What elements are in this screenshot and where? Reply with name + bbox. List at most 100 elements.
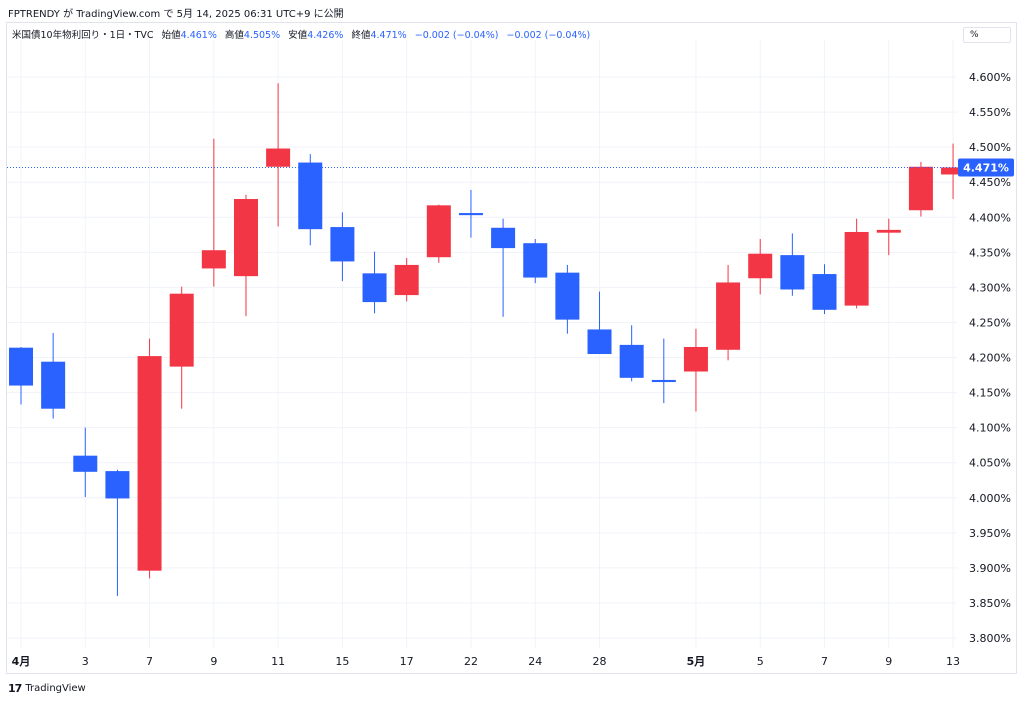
candle (716, 264, 741, 361)
candle-body (844, 231, 869, 306)
legend-open-value: 4.461% (180, 30, 217, 41)
x-tick-label: 7 (146, 655, 153, 668)
y-tick-label: 4.150% (969, 387, 1011, 400)
candle (426, 204, 451, 263)
legend-close-label: 終値 (351, 30, 371, 41)
candle-body (458, 213, 483, 216)
publish-line: FPTRENDY が TradingView.com で 5月 14, 2025… (8, 9, 344, 20)
legend-change: −0.002 (−0.04%) (414, 30, 499, 41)
y-tick-label: 3.950% (969, 527, 1011, 540)
candle (169, 286, 194, 409)
candle (330, 212, 355, 282)
x-tick-label: 28 (593, 655, 607, 668)
legend-high-value: 4.505% (243, 30, 281, 41)
chart-frame (6, 22, 1017, 674)
x-tick-label: 5月 (687, 655, 706, 668)
y-tick-label: 4.000% (969, 492, 1011, 505)
candle (683, 328, 708, 412)
x-tick-label: 13 (946, 655, 960, 668)
candle-body (812, 274, 837, 310)
candle (9, 346, 33, 405)
x-tick-label: 4月 (12, 655, 31, 668)
x-tick-label: 11 (271, 655, 285, 668)
unit-button[interactable]: % (963, 27, 1011, 43)
candle-body (362, 273, 387, 303)
y-tick-label: 4.200% (969, 352, 1011, 365)
x-tick-label: 24 (528, 655, 542, 668)
x-tick-label: 3 (82, 655, 89, 668)
y-tick-label: 4.300% (969, 281, 1011, 294)
legend-low-label: 安値 (288, 30, 308, 41)
y-tick-label: 4.050% (969, 457, 1011, 470)
candle (233, 194, 258, 317)
candle (105, 469, 130, 596)
candle (748, 238, 773, 295)
y-tick-label: 3.800% (969, 632, 1011, 645)
legend-high-label: 高値 (224, 30, 244, 41)
candle-body (9, 347, 33, 386)
y-tick-label: 3.850% (969, 597, 1011, 610)
tradingview-logo[interactable]: 17 TradingView (8, 682, 86, 695)
candle (941, 143, 966, 200)
x-tick-label: 9 (210, 655, 217, 668)
y-tick-label: 4.450% (969, 176, 1011, 189)
candle-body (137, 356, 162, 571)
candle-body (266, 148, 291, 167)
candle-body (683, 346, 708, 372)
candle (908, 161, 933, 217)
time-axis: 4月 3 7 9 11 15 17 22 24 28 5月 5 7 9 13 (12, 655, 960, 668)
candle (458, 189, 483, 238)
candle (73, 427, 98, 498)
legend-low-value: 4.426% (307, 30, 344, 41)
candle-body (298, 162, 323, 230)
candle-body (941, 167, 966, 175)
last-price-marker: 4.471% (7, 158, 1014, 177)
x-tick-label: 5 (757, 655, 764, 668)
last-price-badge (958, 158, 1014, 177)
candle-body (651, 379, 676, 383)
candle (812, 264, 837, 315)
candle-body (426, 205, 451, 258)
candle-body (41, 361, 66, 409)
x-tick-label: 17 (400, 655, 414, 668)
candle-body (394, 264, 419, 296)
candle (394, 257, 419, 302)
y-tick-label: 4.400% (969, 211, 1011, 224)
candle (555, 264, 580, 334)
legend-change-secondary: −0.002 (−0.04%) (506, 30, 591, 41)
candle-body (619, 344, 644, 378)
y-tick-label: 4.250% (969, 316, 1011, 329)
candle-body (555, 272, 580, 320)
candle-body (876, 229, 901, 233)
candle (587, 291, 612, 354)
candle-body (748, 253, 773, 279)
candle-body (716, 282, 741, 350)
candle-body (73, 455, 98, 472)
x-tick-label: 15 (335, 655, 349, 668)
x-tick-label: 22 (464, 655, 478, 668)
price-axis: 3.800% 3.850% 3.900% 3.950% 4.000% 4.050% 4.10… (969, 71, 1011, 645)
candle (651, 338, 676, 404)
candle (523, 238, 548, 284)
candle (41, 332, 66, 419)
y-tick-label: 4.100% (969, 422, 1011, 435)
candle (619, 325, 644, 382)
candle-body (169, 293, 194, 367)
candle (491, 218, 516, 317)
candle-body (105, 471, 130, 499)
last-price-label: 4.471% (963, 161, 1009, 174)
tradingview-logo-icon: 17 (8, 682, 22, 695)
candle-body (780, 255, 805, 290)
legend-symbol: 米国債10年物利回り・1日・TVC (12, 30, 154, 41)
legend-close-value: 4.471% (370, 30, 407, 41)
candle-body (201, 250, 226, 269)
y-tick-label: 4.350% (969, 246, 1011, 259)
candle-body (233, 199, 258, 277)
candle (266, 83, 291, 227)
legend-open-label: 始値 (161, 30, 181, 41)
candles (9, 83, 966, 596)
candle-body (908, 166, 933, 211)
y-tick-label: 3.900% (969, 562, 1011, 575)
y-tick-label: 4.500% (969, 141, 1011, 154)
